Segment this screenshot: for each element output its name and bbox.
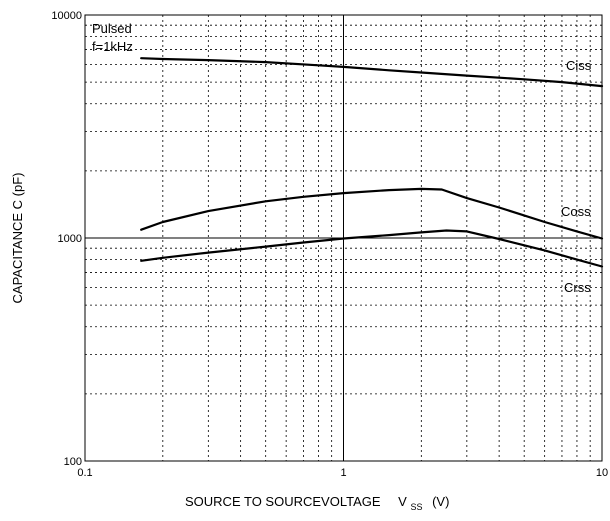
y-tick-label: 10000 [51,10,82,22]
plot-frame [84,14,603,462]
x-axis-title-symbol: V [398,494,407,509]
x-tick-label: 1 [340,467,346,479]
annotation-pulsed: Pulsed [92,21,132,36]
x-tick-label: 0.1 [77,467,92,479]
x-axis-title: SOURCE TO SOURCEVOLTAGE V SS (V) [185,494,449,513]
annotation-frequency: f=1kHz [92,39,133,54]
series-line-crss [140,229,604,268]
y-axis-title: CAPACITANCE C (pF) [10,173,25,304]
y-tick-label: 1000 [58,233,82,245]
series-label-coss: Coss [561,204,591,219]
x-axis-title-text: SOURCE TO SOURCEVOLTAGE [185,494,381,509]
y-tick-label: 100 [64,456,82,468]
x-axis-title-subscript: SS [410,502,422,512]
series-label-ciss: Ciss [566,58,592,73]
series-label-crss: Crss [564,280,591,295]
x-axis-title-unit: (V) [432,494,449,509]
series-line-coss [140,187,604,240]
series-line-ciss [140,57,604,88]
tick-labels: 0.1 1 10 100 1000 10000 [51,10,608,479]
series-lines [140,57,604,268]
x-tick-label: 10 [596,467,608,479]
